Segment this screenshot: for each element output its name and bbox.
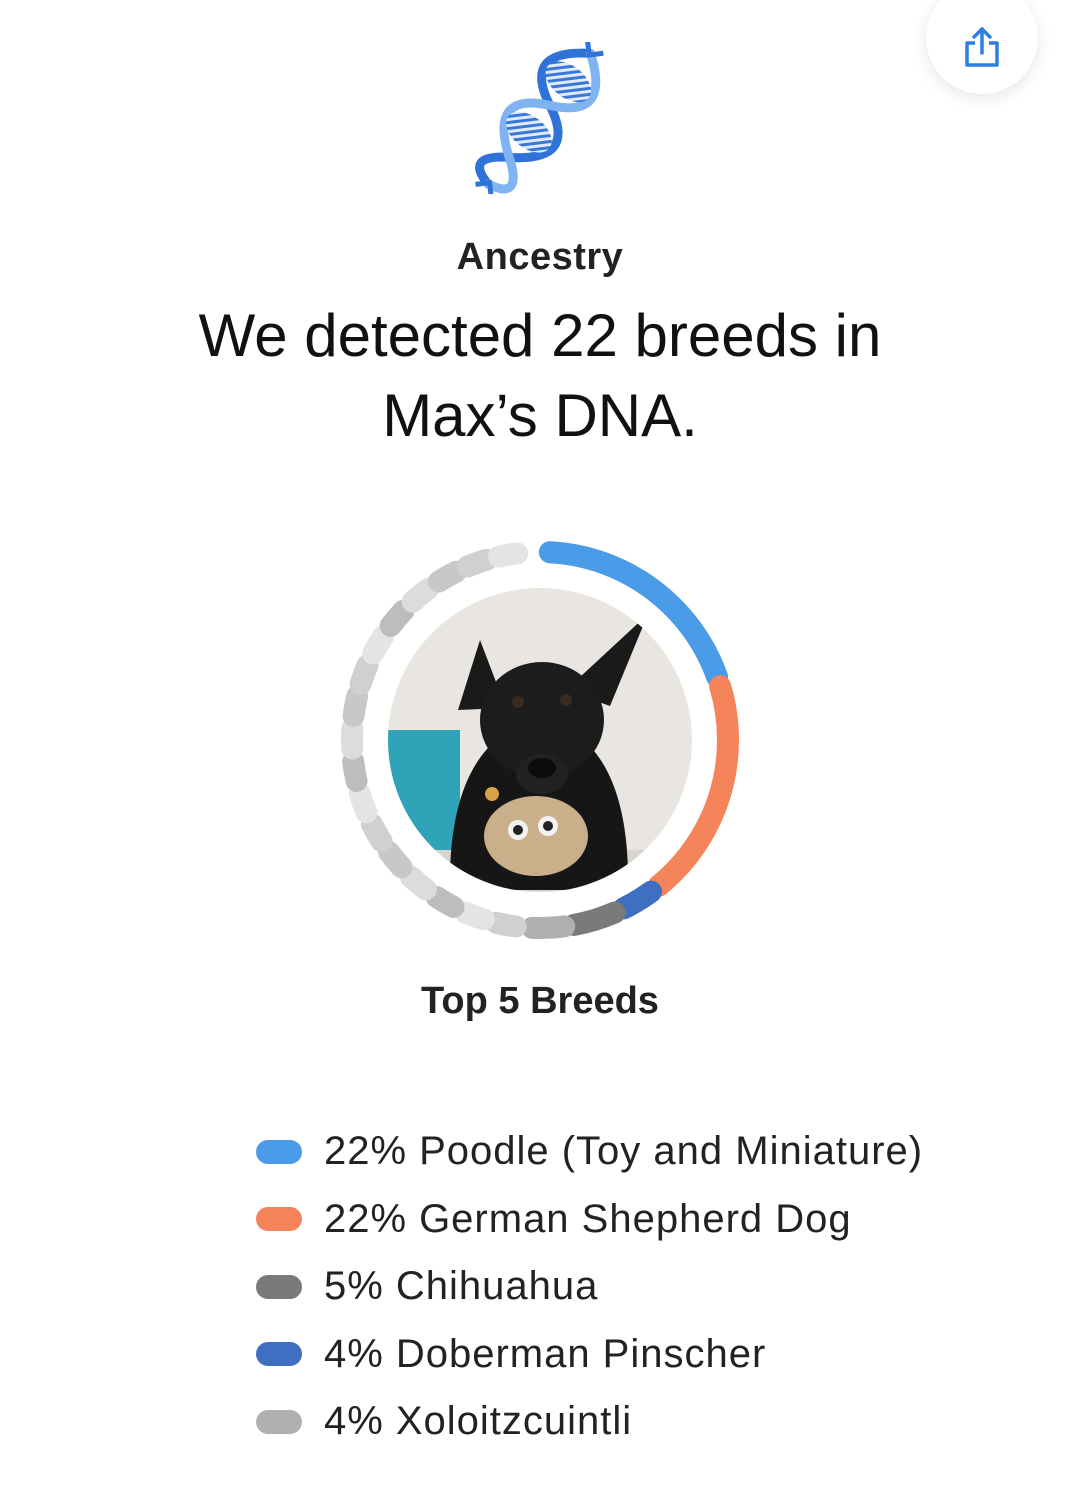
ancestry-ring-chart (341, 541, 739, 939)
ring-segment-other-9 (342, 685, 369, 727)
ring-segment-other-5 (360, 813, 393, 853)
breed-percent: 22% (324, 1129, 408, 1174)
share-button[interactable] (926, 0, 1038, 94)
breed-name: Doberman Pinscher (395, 1331, 767, 1376)
legend-item-chihuahua: 5% Chihuahua (256, 1253, 923, 1321)
share-icon (965, 27, 999, 67)
ring-segment-other-6 (348, 782, 378, 824)
dog-photo (388, 588, 692, 892)
breed-name: Poodle (Toy and Miniature) (419, 1129, 924, 1174)
legend-item-xoloitzcuintli: 4% Xoloitzcuintli (256, 1388, 923, 1456)
legend-swatch (256, 1207, 302, 1232)
breed-name: German Shepherd Dog (419, 1196, 852, 1241)
ring-segment-other-14 (427, 560, 467, 593)
breed-legend: 22% Poodle (Toy and Miniature) 22% German … (256, 1118, 923, 1456)
breed-count-headline: We detected 22 breeds in Max’s DNA. (198, 302, 882, 449)
ring-segment-0 (538, 541, 729, 688)
legend-swatch (256, 1342, 302, 1367)
breed-name: Xoloitzcuintli (395, 1399, 633, 1444)
breed-percent: 22% (324, 1196, 408, 1241)
ring-segment-other-15 (456, 548, 498, 578)
top-breeds-title: Top 5 Breeds (421, 980, 659, 1022)
ring-segment-1 (647, 675, 739, 897)
legend-swatch (256, 1139, 302, 1164)
ring-segment-other-4 (378, 841, 413, 879)
ring-segment-other-2 (425, 885, 465, 918)
ring-segment-other-7 (342, 750, 368, 793)
ring-segment-other-13 (401, 578, 439, 613)
ring-segment-other-12 (379, 599, 415, 637)
ring-segment-3 (612, 880, 663, 920)
legend-item-german-shepherd: 22% German Shepherd Dog (256, 1186, 923, 1254)
legend-swatch (256, 1274, 302, 1299)
legend-swatch (256, 1409, 302, 1434)
ring-segment-other-10 (349, 654, 379, 695)
ring-segment-other-16 (487, 542, 529, 568)
ancestry-label: Ancestry (456, 236, 624, 278)
legend-item-poodle: 22% Poodle (Toy and Miniature) (256, 1118, 923, 1186)
ring-segment-other-11 (362, 625, 395, 665)
ring-segment-4 (521, 915, 576, 939)
ring-segment-2 (562, 901, 626, 936)
breed-name: Chihuahua (395, 1264, 599, 1309)
ring-segment-other-1 (454, 901, 495, 931)
breed-percent: 4% (324, 1399, 384, 1444)
dna-helix-icon (475, 42, 604, 194)
ring-segment-other-3 (399, 865, 437, 901)
breed-percent: 5% (324, 1264, 384, 1309)
breed-percent: 4% (324, 1331, 384, 1376)
ring-segment-other-0 (485, 911, 527, 938)
ring-segments (341, 541, 739, 939)
legend-item-doberman: 4% Doberman Pinscher (256, 1321, 923, 1389)
